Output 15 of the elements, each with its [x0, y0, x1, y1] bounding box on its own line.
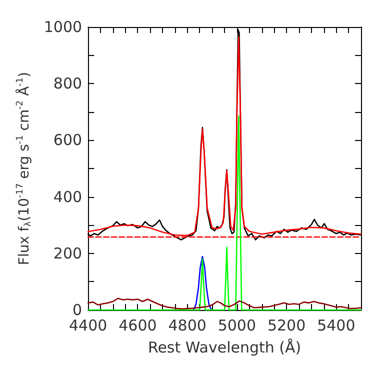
- text: Flux fλ(10-17 erg s-1 cm-2 Å-1): [16, 72, 34, 266]
- x-tick-label: 4800: [168, 316, 206, 334]
- y-tick-label: 0: [72, 301, 82, 319]
- y-tick-label: 1000: [44, 18, 82, 36]
- x-axis-title: Rest Wavelength (Å): [148, 338, 302, 356]
- x-tick-label: 5000: [218, 316, 256, 334]
- x-tick-label: 5200: [267, 316, 306, 334]
- x-tick-label: 5400: [317, 316, 356, 334]
- y-tick-label: 800: [53, 74, 82, 93]
- x-tick-label: 4600: [118, 316, 157, 334]
- y-tick-label: 200: [53, 244, 82, 262]
- x-tick-label: 4400: [68, 316, 108, 334]
- y-tick-label: 600: [53, 131, 82, 150]
- line-series: [192, 256, 212, 311]
- y-tick-label: 400: [53, 188, 82, 206]
